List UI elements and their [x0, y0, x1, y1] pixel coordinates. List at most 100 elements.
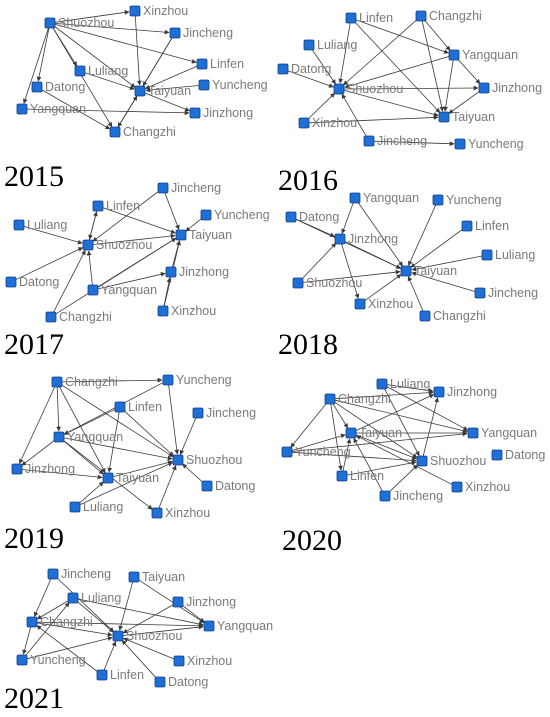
node-changzhi	[109, 126, 121, 138]
node-taiyuan	[128, 571, 140, 583]
edge-luliang-to-jinzhong	[386, 384, 434, 393]
edge-xinzhou-to-taiyuan	[363, 274, 402, 302]
node-yuncheng	[16, 654, 28, 666]
year-label-2020: 2020	[282, 524, 342, 557]
node-label-changzhi: Changzhi	[338, 392, 391, 406]
node-label-datong: Datong	[45, 80, 85, 94]
edge-linfen-to-shuozhou	[123, 410, 174, 457]
node-luliang	[481, 249, 493, 261]
edge-shuozhou-to-jinzhong	[301, 242, 337, 280]
node-label-jincheng: Jincheng	[171, 181, 221, 195]
node-jinzhong	[189, 107, 201, 119]
node-label-yuncheng: Yuncheng	[30, 653, 86, 667]
edge-jincheng-to-yuncheng	[373, 140, 455, 147]
node-label-jincheng: Jincheng	[61, 567, 111, 581]
node-jincheng	[169, 27, 181, 39]
edge-yuncheng-to-luliang	[24, 602, 70, 657]
edge-yangquan-to-jinzhong	[97, 271, 166, 290]
node-label-shuozhou: Shuozhou	[430, 454, 486, 468]
year-label-2015: 2015	[4, 160, 64, 193]
edge-linfen-to-taiyuan	[145, 65, 198, 90]
node-datong	[277, 63, 289, 75]
node-label-xinzhou: Xinzhou	[187, 654, 232, 668]
edge-jincheng-to-shuozhou	[341, 93, 367, 137]
edge-changzhi-to-yuncheng	[22, 626, 32, 655]
edge-changzhi-to-yangquan	[334, 399, 468, 433]
node-label-yuncheng: Yuncheng	[468, 137, 524, 151]
edge-shuozhou-to-datong	[36, 27, 50, 82]
edge-shuozhou-to-jinzhong	[343, 85, 479, 91]
node-label-linfen: Linfen	[210, 57, 244, 71]
year-label-2018: 2018	[278, 328, 338, 361]
edge-xinzhou-to-shuozhou	[123, 637, 175, 660]
edge-xinzhou-to-shuozhou	[307, 92, 336, 120]
node-datong	[491, 449, 503, 461]
node-jinzhong	[433, 386, 445, 398]
edge-luliang-to-shuozhou	[76, 600, 114, 633]
edge-yuncheng-to-taiyuan	[145, 85, 200, 93]
node-jinzhong	[478, 82, 490, 94]
node-label-taiyuan: Taiyuan	[189, 228, 232, 242]
edge-jinzhong-to-shuozhou	[122, 604, 174, 634]
edge-linfen-to-taiyuan	[102, 207, 176, 234]
node-label-jinzhong: Jinzhong	[492, 81, 542, 95]
edge-luliang-to-taiyuan	[78, 481, 104, 505]
edge-datong-to-shuozhou	[15, 247, 84, 281]
edge-shuozhou-to-jinzhong	[422, 397, 439, 457]
edge-luliang-to-changzhi	[36, 600, 69, 620]
node-label-luliang: Luliang	[81, 591, 121, 605]
edge-changzhi-to-yuncheng	[290, 402, 328, 448]
node-jincheng	[474, 287, 486, 299]
edge-luliang-to-yangquan	[386, 386, 469, 431]
node-label-shuozhou: Shuozhou	[96, 238, 152, 252]
edge-yuncheng-to-shuozhou	[291, 451, 417, 463]
node-label-luliang: Luliang	[495, 248, 535, 262]
node-label-shuozhou: Shuozhou	[306, 276, 362, 290]
edge-linfen-to-shuozhou	[338, 22, 351, 84]
node-label-datong: Datong	[168, 675, 208, 689]
edge-changzhi-to-yangquan	[423, 19, 451, 51]
edge-jinzhong-to-taiyuan	[21, 469, 103, 480]
node-label-yuncheng: Yuncheng	[176, 373, 232, 387]
node-taiyuan	[175, 229, 187, 241]
edge-luliang-to-shuozhou	[383, 388, 420, 457]
edge-shuozhou-to-changzhi	[52, 27, 113, 128]
edge-xinzhou-to-taiyuan	[308, 115, 439, 124]
node-datong	[154, 676, 166, 688]
node-linfen	[461, 220, 473, 232]
node-jinzhong	[172, 596, 184, 608]
node-luliang	[13, 219, 25, 231]
year-label-2016: 2016	[278, 164, 338, 197]
node-shuozhou	[172, 454, 184, 466]
edge-yangquan-to-jinzhong	[21, 439, 56, 466]
node-label-yangquan: Yangquan	[217, 619, 273, 633]
edge-datong-to-changzhi	[41, 89, 111, 130]
network-panel-2018: Yangquan Yuncheng Datong Linfen Jinzhong Luli…	[278, 191, 538, 361]
edge-datong-to-shuozhou	[121, 640, 157, 679]
node-shuozhou	[82, 239, 94, 251]
edge-linfen-to-shuozhou	[103, 641, 117, 671]
edge-yangquan-to-shuozhou	[86, 250, 93, 286]
edge-shuozhou-to-linfen	[54, 23, 197, 64]
node-xinzhou	[451, 481, 463, 493]
node-label-datong: Datong	[19, 275, 59, 289]
node-linfen	[345, 12, 357, 24]
node-jincheng	[363, 135, 375, 147]
edge-changzhi-to-yangquan	[36, 621, 204, 629]
node-yangquan	[16, 103, 28, 115]
node-label-changzhi: Changzhi	[123, 125, 176, 139]
node-label-yangquan: Yangquan	[67, 430, 123, 444]
edge-jincheng-to-taiyuan	[353, 437, 383, 492]
node-label-taiyuan: Taiyuan	[359, 426, 402, 440]
node-label-taiyuan: Taiyuan	[116, 471, 159, 485]
node-yuncheng	[162, 374, 174, 386]
node-label-changzhi: Changzhi	[40, 615, 93, 629]
edge-yangquan-to-jinzhong	[341, 202, 354, 234]
node-label-jinzhong: Jinzhong	[348, 232, 398, 246]
edge-changzhi-to-taiyuan	[58, 386, 106, 474]
edge-luliang-to-shuozhou	[311, 48, 336, 85]
node-yuncheng	[281, 446, 293, 458]
edge-changzhi-to-linfen	[330, 403, 343, 471]
node-jincheng	[157, 182, 169, 194]
edge-linfen-to-taiyuan	[354, 21, 441, 113]
